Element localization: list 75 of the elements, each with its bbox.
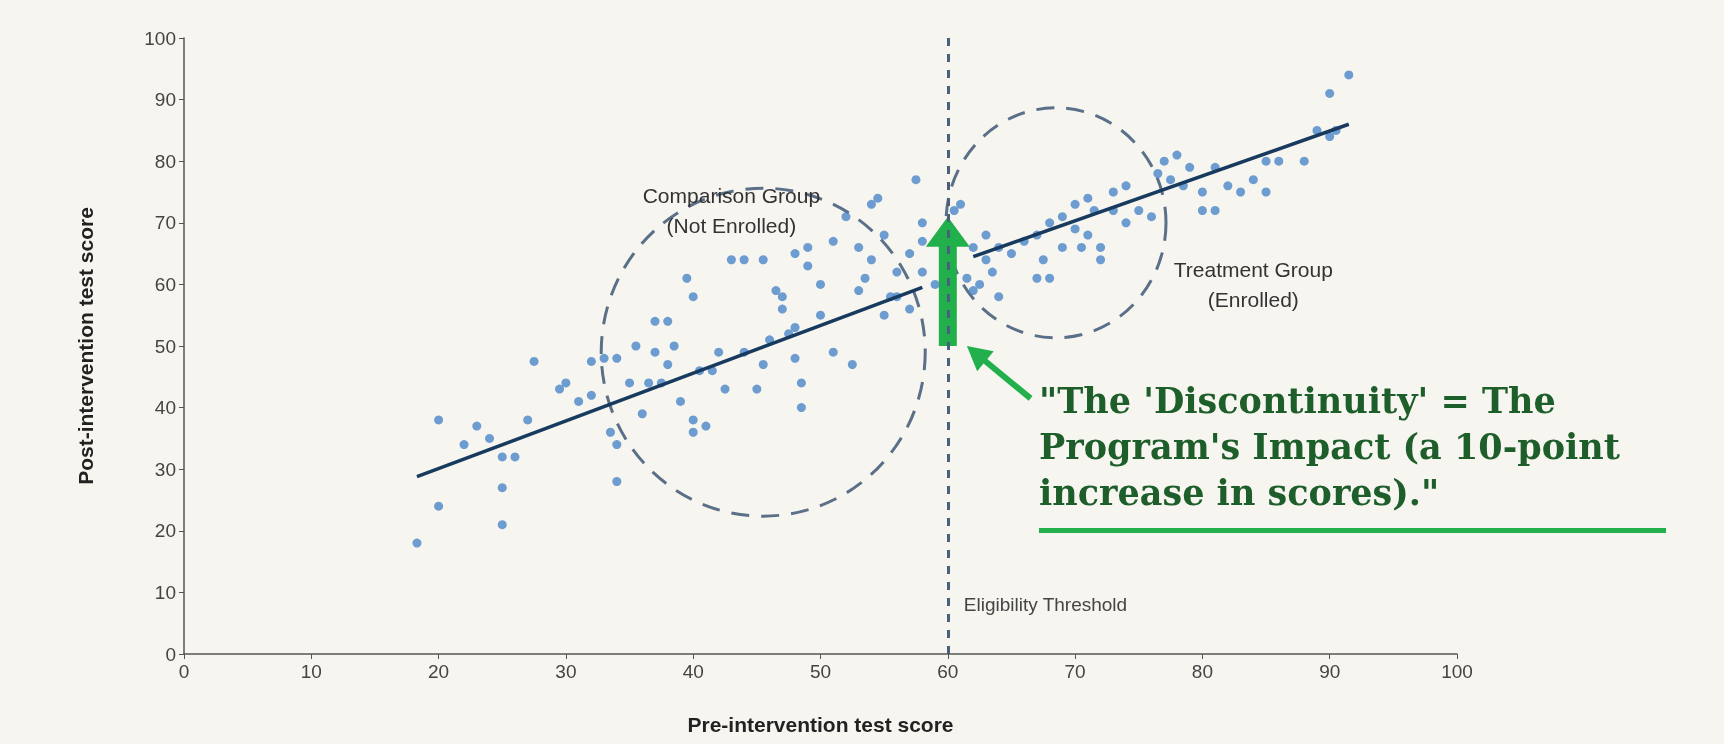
- point: [1344, 70, 1354, 80]
- point: [1248, 175, 1258, 185]
- point: [1032, 273, 1042, 283]
- x-tick-label: 100: [1441, 661, 1473, 682]
- y-tick-label: 80: [154, 150, 176, 172]
- x-tick-label: 50: [809, 661, 832, 682]
- point: [1325, 88, 1335, 98]
- x-tick-label: 70: [1064, 661, 1086, 682]
- x-tick-label: 60: [937, 661, 959, 682]
- point: [994, 292, 1004, 302]
- y-tick-label: 50: [154, 335, 176, 357]
- y-tick-label: 30: [154, 458, 176, 480]
- point: [1197, 187, 1207, 197]
- y-tick-label: 40: [154, 397, 176, 419]
- point: [1197, 205, 1207, 215]
- point: [1134, 205, 1144, 215]
- point: [1121, 218, 1131, 228]
- y-tick-label: 0: [165, 643, 176, 665]
- x-axis-title: Pre-intervention test score: [687, 713, 954, 736]
- point: [981, 230, 991, 240]
- x-tick-label: 0: [178, 661, 190, 682]
- point: [1070, 199, 1080, 209]
- point: [1006, 249, 1016, 259]
- point: [1045, 273, 1055, 283]
- annotation: Treatment Group (Enrolled): [1173, 257, 1333, 311]
- ref-line-label: Eligibility Threshold: [963, 594, 1128, 616]
- point: [1057, 212, 1067, 222]
- point: [1108, 187, 1118, 197]
- y-tick-label: 10: [154, 581, 176, 603]
- point: [968, 242, 978, 252]
- point: [1223, 181, 1233, 191]
- x-tick-label: 20: [428, 661, 450, 682]
- annotation: "The 'Discontinuity' = The Program's Impact (a 10-point increase in scores).": [1039, 378, 1666, 533]
- point: [956, 199, 966, 209]
- point: [987, 267, 997, 277]
- point: [1166, 175, 1176, 185]
- y-tick-label: 90: [154, 89, 176, 111]
- x-tick-label: 90: [1319, 661, 1341, 682]
- point: [1045, 218, 1055, 228]
- point: [949, 205, 959, 215]
- x-tick-label: 80: [1191, 661, 1213, 682]
- point: [1096, 255, 1106, 265]
- point: [962, 273, 972, 283]
- point: [1096, 242, 1106, 252]
- point: [1153, 169, 1163, 179]
- point: [1185, 162, 1195, 172]
- point: [975, 279, 985, 289]
- point: [1172, 150, 1182, 160]
- x-tick-label: 10: [300, 661, 322, 682]
- x-tick-label: 40: [682, 661, 704, 682]
- y-tick-label: 70: [154, 212, 176, 234]
- point: [1070, 224, 1080, 234]
- point: [1159, 156, 1169, 166]
- point: [1121, 181, 1131, 191]
- point: [1236, 187, 1246, 197]
- point: [968, 286, 978, 296]
- point: [1210, 205, 1220, 215]
- annotation: Comparison Group (Not Enrolled): [642, 183, 821, 237]
- y-tick-label: 100: [144, 27, 176, 49]
- y-axis-title: Post-intervention test score: [74, 207, 97, 485]
- point: [1076, 242, 1086, 252]
- y-tick-label: 20: [154, 520, 176, 542]
- point: [1083, 230, 1093, 240]
- point: [1299, 156, 1309, 166]
- point: [1038, 255, 1048, 265]
- point: [1146, 212, 1156, 222]
- point: [1083, 193, 1093, 203]
- point: [1325, 132, 1335, 142]
- point: [1261, 187, 1271, 197]
- point: [1261, 156, 1271, 166]
- point: [1057, 242, 1067, 252]
- y-tick-label: 60: [154, 273, 176, 295]
- x-tick-label: 30: [555, 661, 577, 682]
- point: [981, 255, 991, 265]
- point: [1274, 156, 1284, 166]
